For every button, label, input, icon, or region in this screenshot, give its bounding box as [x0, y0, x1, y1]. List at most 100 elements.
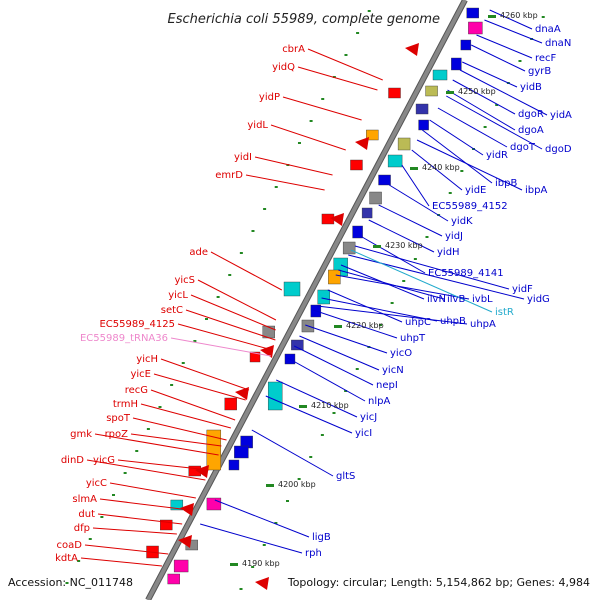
- gene-label: coaD: [57, 540, 83, 551]
- gene-feature: [415, 103, 429, 115]
- gene-feature: [206, 429, 222, 471]
- gene-label: yidK: [451, 216, 473, 227]
- leader-line: [368, 219, 435, 253]
- gene-feature: [249, 351, 261, 363]
- gene-label: ilvN: [427, 294, 446, 305]
- gene-label: nlpA: [368, 396, 390, 407]
- guide-dot: [483, 126, 487, 128]
- leader-line: [317, 305, 468, 325]
- guide-dot: [274, 186, 278, 188]
- leader-line: [416, 139, 523, 191]
- leader-line: [354, 245, 510, 290]
- tick-label: 4250 kbp: [458, 87, 496, 96]
- gene-label: EC55989_4152: [432, 201, 508, 212]
- gene-label: nepI: [376, 380, 398, 391]
- guide-dot: [518, 60, 522, 62]
- gene-label: yicN: [382, 365, 404, 376]
- gene-feature: [160, 519, 173, 531]
- guide-dot: [170, 384, 174, 386]
- guide-dot: [344, 54, 348, 56]
- guide-dot: [344, 390, 348, 392]
- guide-dot: [448, 192, 452, 194]
- guide-dot: [262, 544, 266, 546]
- gene-label: dinD: [61, 455, 84, 466]
- guide-dot: [158, 406, 162, 408]
- guide-dot: [146, 428, 150, 430]
- backbone-layer: [145, 0, 468, 600]
- gene-label: ivbL: [472, 294, 493, 305]
- leader-line: [109, 482, 196, 499]
- gene-label: yicC: [86, 478, 107, 489]
- gene-label: emrD: [215, 170, 243, 181]
- leader-line: [350, 249, 493, 313]
- leader-line: [254, 156, 333, 176]
- gene-feature: [366, 129, 379, 141]
- leader-line: [84, 544, 169, 555]
- gene-label: dgoA: [518, 125, 544, 136]
- gene-label: yicL: [168, 290, 188, 301]
- gene-label: dgoT: [510, 142, 536, 153]
- leader-line: [297, 66, 378, 91]
- gene-label: yidF: [512, 284, 533, 295]
- gene-label: uhpC: [405, 317, 431, 328]
- gene-arrow: [255, 577, 269, 590]
- gene-label: yidP: [259, 92, 280, 103]
- guide-dot: [263, 208, 267, 210]
- guide-dot: [309, 456, 313, 458]
- leader-line: [197, 279, 277, 321]
- guide-dot: [321, 98, 325, 100]
- gene-label: yidQ: [272, 62, 295, 73]
- guide-dot: [355, 368, 359, 370]
- gene-arrow: [330, 213, 344, 226]
- guide-dot: [390, 302, 394, 304]
- leader-line: [94, 433, 219, 456]
- gene-label: yidA: [550, 110, 572, 121]
- leader-line: [185, 309, 276, 341]
- leader-line: [117, 459, 209, 471]
- leader-line: [489, 9, 533, 30]
- gene-feature: [234, 445, 249, 459]
- gene-label: EC55989_4141: [428, 268, 504, 279]
- gene-label: ibpA: [525, 185, 547, 196]
- tick-label: 4240 kbp: [422, 163, 460, 172]
- leader-line: [190, 294, 276, 331]
- guide-dot: [320, 434, 324, 436]
- leader-line: [86, 459, 206, 481]
- gene-feature: [352, 225, 363, 239]
- gene-label: yicG: [93, 455, 115, 466]
- tick-label: 4210 kbp: [311, 401, 349, 410]
- leader-line: [130, 433, 222, 447]
- leader-line: [437, 107, 508, 148]
- guide-dot: [378, 324, 382, 326]
- gene-label: yidI: [234, 152, 252, 163]
- gene-feature: [317, 289, 330, 305]
- guide-dot: [356, 32, 360, 34]
- gene-feature: [170, 499, 184, 511]
- gene-label: yicI: [355, 428, 372, 439]
- guide-dot: [425, 236, 429, 238]
- gene-label: EC55989_4125: [99, 319, 175, 330]
- guide-dot: [204, 318, 208, 320]
- gene-label: yicS: [174, 275, 195, 286]
- gene-label: EC55989_tRNA36: [80, 333, 168, 344]
- gene-feature: [342, 241, 356, 255]
- summary-text: Topology: circular; Length: 5,154,862 bp…: [287, 576, 590, 589]
- guide-dot: [123, 472, 127, 474]
- leader-line: [210, 251, 283, 291]
- gene-label: yicJ: [360, 412, 377, 423]
- leader-line: [388, 184, 449, 222]
- gene-arrow: [235, 387, 249, 400]
- leader-line: [251, 429, 334, 477]
- gene-label: rpoZ: [105, 429, 129, 440]
- guide-dot: [88, 538, 92, 540]
- gene-label: yicE: [130, 369, 151, 380]
- guide-dot: [413, 258, 417, 260]
- tick-mark: [299, 405, 307, 408]
- leader-line: [422, 129, 493, 184]
- guide-dot: [367, 10, 371, 12]
- gene-feature: [167, 573, 180, 585]
- guide-dot: [332, 76, 336, 78]
- gene-label: gmk: [70, 429, 92, 440]
- gene-feature: [328, 269, 341, 285]
